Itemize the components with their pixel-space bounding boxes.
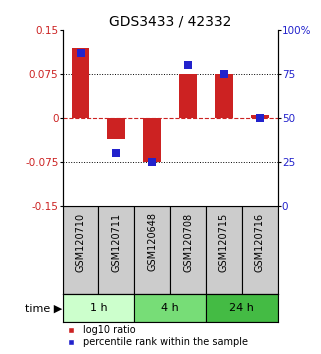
Point bbox=[186, 63, 191, 68]
Point bbox=[114, 150, 119, 156]
Text: GSM120716: GSM120716 bbox=[255, 212, 265, 272]
Bar bbox=[215, 74, 233, 118]
Bar bbox=[63, 206, 99, 295]
Bar bbox=[143, 118, 161, 162]
Text: GSM120710: GSM120710 bbox=[75, 212, 85, 272]
Legend: log10 ratio, percentile rank within the sample: log10 ratio, percentile rank within the … bbox=[67, 325, 248, 347]
Text: 24 h: 24 h bbox=[230, 303, 254, 313]
Bar bbox=[134, 206, 170, 295]
Bar bbox=[206, 295, 278, 322]
Point bbox=[78, 50, 83, 56]
Bar bbox=[179, 74, 197, 118]
Bar bbox=[206, 206, 242, 295]
Bar bbox=[63, 295, 134, 322]
Bar bbox=[251, 115, 269, 118]
Point bbox=[257, 115, 262, 121]
Text: 4 h: 4 h bbox=[161, 303, 179, 313]
Point bbox=[221, 71, 226, 77]
Text: GSM120711: GSM120711 bbox=[111, 212, 121, 272]
Bar bbox=[99, 206, 134, 295]
Bar bbox=[242, 206, 278, 295]
Text: time ▶: time ▶ bbox=[25, 303, 62, 313]
Bar bbox=[72, 48, 90, 118]
Point bbox=[150, 159, 155, 165]
Text: 1 h: 1 h bbox=[90, 303, 107, 313]
Text: GSM120708: GSM120708 bbox=[183, 212, 193, 272]
Text: GSM120715: GSM120715 bbox=[219, 212, 229, 272]
Bar bbox=[170, 206, 206, 295]
Text: GSM120648: GSM120648 bbox=[147, 212, 157, 272]
Bar bbox=[108, 118, 125, 139]
Title: GDS3433 / 42332: GDS3433 / 42332 bbox=[109, 15, 231, 29]
Bar bbox=[134, 295, 206, 322]
